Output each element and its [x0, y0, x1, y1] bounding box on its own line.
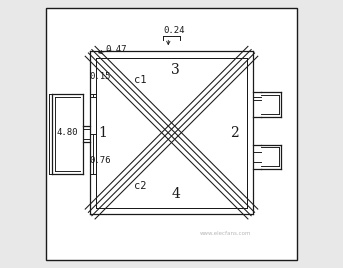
Text: www.elecfans.com: www.elecfans.com	[199, 231, 251, 236]
Text: 4: 4	[171, 187, 180, 201]
Text: c2: c2	[134, 181, 147, 191]
Text: 0.47: 0.47	[106, 45, 127, 54]
Text: 2: 2	[230, 126, 239, 140]
Text: 4.80: 4.80	[57, 128, 78, 137]
Text: 3: 3	[171, 63, 180, 77]
Text: 0.76: 0.76	[90, 156, 111, 165]
Text: 1: 1	[99, 126, 108, 140]
Text: c1: c1	[134, 75, 147, 85]
Text: 0.24: 0.24	[164, 26, 185, 35]
Text: 0.15: 0.15	[90, 72, 111, 81]
